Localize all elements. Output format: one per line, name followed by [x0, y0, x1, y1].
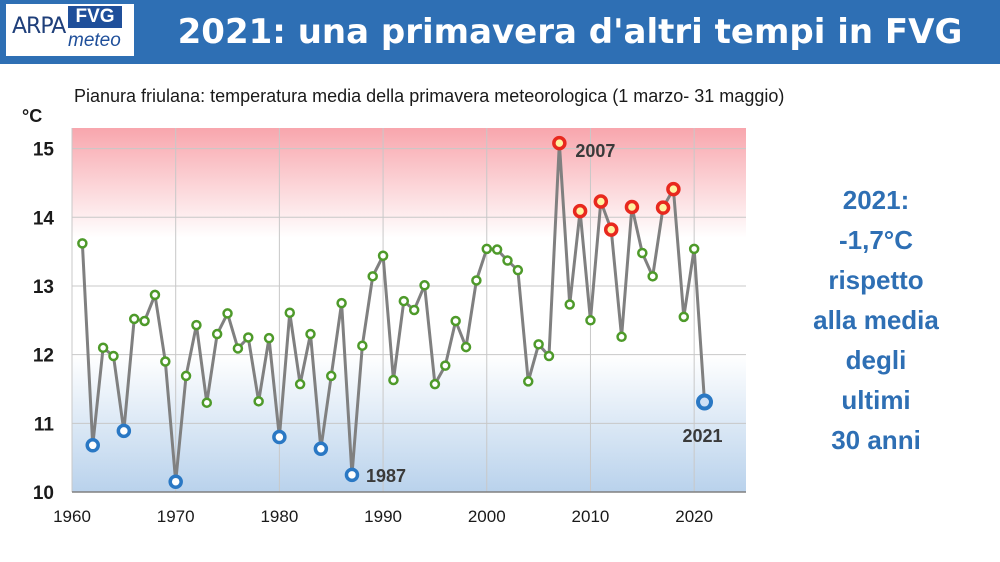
data-point-normal: [367, 271, 378, 282]
y-tick-label: 13: [33, 277, 54, 298]
data-point-normal: [543, 350, 555, 362]
data-point-normal: [522, 376, 534, 387]
data-point-cold: [168, 474, 183, 489]
data-point-normal: [284, 307, 296, 318]
data-point-normal: [471, 275, 482, 286]
data-point-normal: [688, 243, 700, 255]
data-point-cold: [344, 467, 360, 483]
data-point-normal: [616, 331, 627, 343]
x-tick-label: 1990: [364, 507, 402, 526]
anomaly-note-line: -1,7°C: [839, 225, 913, 255]
data-point-normal: [243, 332, 254, 343]
data-point-normal: [149, 289, 161, 301]
page-title: 2021: una primavera d'altri tempi in FVG: [177, 12, 963, 52]
y-tick-label: 12: [33, 346, 54, 367]
data-point-cold: [313, 441, 329, 456]
data-point-normal: [97, 342, 109, 354]
data-point-warm: [572, 203, 588, 219]
anomaly-note-line: alla media: [813, 305, 939, 335]
data-point-normal: [564, 299, 575, 310]
x-tick-label: 1960: [53, 507, 91, 526]
anomaly-note-line: ultimi: [841, 385, 911, 415]
data-point-normal: [139, 315, 150, 327]
anomaly-note-line: 2021:: [842, 185, 910, 215]
data-point-normal: [491, 244, 503, 255]
data-point-normal: [408, 304, 420, 316]
data-point-normal: [398, 295, 410, 307]
data-point-normal: [253, 396, 264, 407]
data-point-warm: [655, 200, 671, 215]
data-point-normal: [678, 311, 690, 323]
data-point-normal: [160, 356, 171, 367]
x-tick-label: 2020: [675, 507, 713, 526]
neutral-band: [72, 237, 746, 355]
x-tick-label: 2000: [468, 507, 506, 526]
data-point-cold: [85, 438, 100, 453]
data-point-warm: [624, 199, 640, 215]
data-point-warm: [593, 194, 609, 209]
x-tick-label: 1970: [157, 507, 195, 526]
anomaly-note-line: degli: [845, 345, 907, 375]
data-point-normal: [128, 313, 140, 325]
data-point-normal: [232, 343, 244, 354]
data-point-normal: [440, 360, 451, 371]
data-point-normal: [481, 243, 493, 255]
data-point-normal: [191, 319, 202, 331]
warm-band: [72, 128, 746, 238]
data-point-cold: [272, 429, 287, 445]
anomaly-note: 2021: -1,7°C rispetto alla media degli u…: [776, 180, 976, 460]
y-axis-label: °C: [22, 106, 42, 126]
data-point-normal: [419, 280, 430, 291]
data-point-normal: [637, 247, 648, 259]
anomaly-note-line: rispetto: [828, 265, 924, 295]
data-point-normal: [180, 370, 192, 382]
anomaly-note-line: 30 anni: [831, 425, 921, 455]
data-point-normal: [305, 328, 316, 340]
logo-meteo-text: meteo: [68, 30, 121, 51]
data-point-cold: [696, 393, 714, 411]
data-point-normal: [585, 315, 596, 326]
logo-fvg-text: FVG: [68, 6, 122, 28]
data-point-normal: [647, 271, 658, 282]
y-tick-label: 10: [33, 483, 54, 504]
data-point-normal: [388, 374, 399, 386]
data-point-normal: [325, 370, 337, 382]
data-point-normal: [533, 339, 544, 350]
data-point-normal: [108, 350, 119, 362]
data-point-normal: [201, 397, 213, 408]
data-point-warm: [552, 135, 567, 151]
annotation-label: 2007: [575, 141, 615, 161]
data-point-normal: [222, 308, 233, 319]
y-tick-label: 11: [34, 414, 55, 435]
data-point-normal: [460, 341, 472, 353]
data-point-normal: [336, 297, 347, 309]
data-point-cold: [116, 423, 132, 439]
chart-subtitle: Pianura friulana: temperatura media dell…: [74, 86, 785, 106]
data-point-normal: [294, 378, 306, 390]
y-tick-label: 14: [33, 208, 55, 229]
x-tick-label: 2010: [572, 507, 610, 526]
header-bar: ARPA FVG meteo 2021: una primavera d'alt…: [0, 0, 1000, 64]
x-tick-label: 1980: [260, 507, 298, 526]
data-point-normal: [77, 238, 88, 249]
annotation-label: 1987: [366, 466, 406, 486]
data-point-normal: [211, 328, 223, 340]
data-point-normal: [512, 264, 524, 276]
data-point-normal: [429, 378, 441, 390]
annotation-label: 2021: [682, 426, 722, 446]
data-point-normal: [502, 255, 513, 266]
data-point-warm: [603, 222, 619, 237]
logo-arpa-text: ARPA: [12, 14, 66, 39]
arpa-fvg-meteo-logo: ARPA FVG meteo: [6, 4, 134, 56]
data-point-normal: [377, 250, 389, 261]
data-point-normal: [450, 315, 461, 327]
data-point-normal: [357, 340, 368, 351]
data-point-normal: [263, 332, 275, 344]
y-tick-label: 15: [33, 140, 55, 161]
data-point-warm: [666, 181, 681, 197]
